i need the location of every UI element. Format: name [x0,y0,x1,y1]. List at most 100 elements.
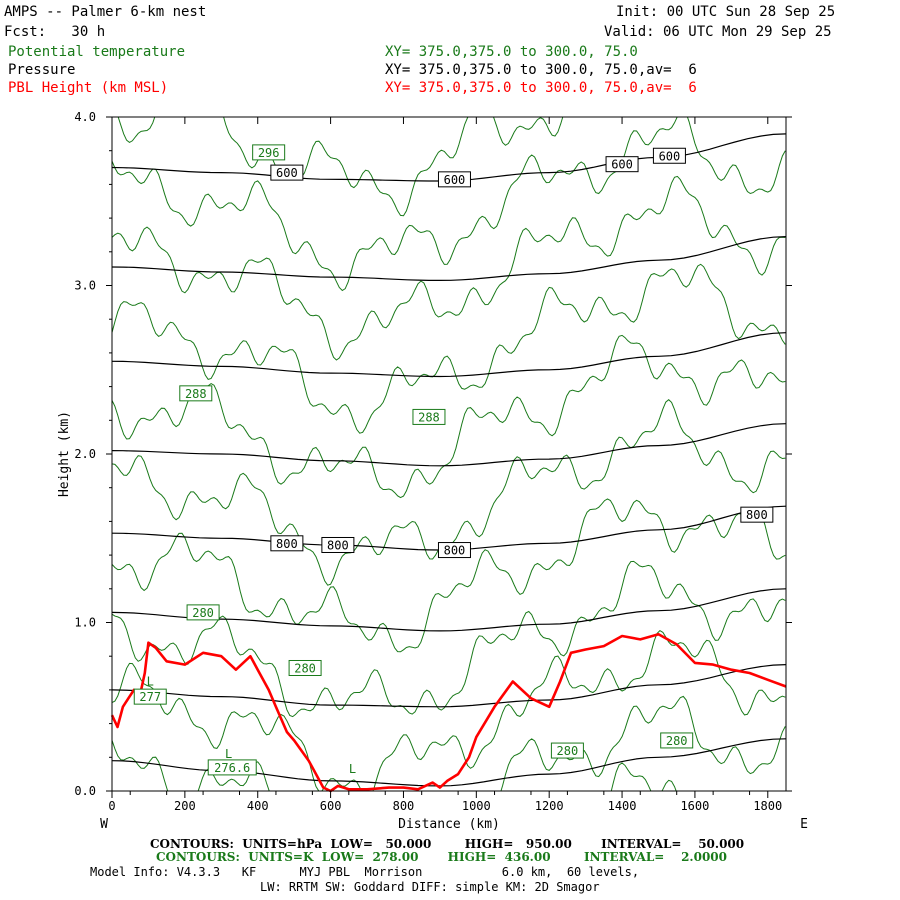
theta-label-7-box [207,759,257,776]
axes: 0 200 400 600 800 1000 1200 1400 1600 1800 0.0 1.0 2… [57,110,808,832]
theta-label-8-box [133,688,167,705]
theta-contour-286 [112,498,786,653]
xy-pbl: XY= 375.0,375.0 to 300.0, 75.0,av= 6 [385,80,697,96]
x-axis-label: Distance (km) [398,817,500,832]
theta-label-4-text: 280 [294,661,316,675]
y-tick-label-3: 3.0 [74,279,96,293]
theta-label-3-box [186,604,220,621]
contour-labels: 600 600 600 600 800 800 800 800 296 288 288 280 280 2… [133,144,774,776]
x-tick-label-1: 200 [174,799,196,813]
x-tick-label-3: 600 [320,799,342,813]
pressure-label-1-text: 600 [444,173,466,187]
theta-contour-294 [112,175,786,361]
theta-label-6-text: 280 [666,734,688,748]
pressure-label-4: 800 [270,535,304,552]
theta-label-8: 277 [133,688,167,705]
pressure-label-5-text: 800 [327,538,349,552]
theta-contour-280 [112,695,786,791]
y-tick-label-1: 1.0 [74,616,96,630]
theta-label-7-text: 276.6 [214,761,250,775]
theta-label-2: 288 [412,408,446,425]
footer-theta-contours: CONTOURS: UNITS=K LOW= 278.00 HIGH= 436.… [156,850,727,864]
x-tick-label-9: 1800 [753,799,782,813]
pressure-label-7-box [740,506,774,523]
theta-label-0-box [252,144,286,161]
theta-label-0: 296 [252,144,286,161]
legend-pbl-height: PBL Height (km MSL) [8,80,169,96]
chart-title: AMPS -- Palmer 6-km nest [4,4,207,20]
theta-label-8-text: 277 [139,690,161,704]
footer-physics-info: LW: RRTM SW: Goddard DIFF: simple KM: 2D… [260,880,600,894]
pressure-label-2-box [605,156,639,173]
west-label: W [100,817,108,832]
theta-contour-292 [112,263,786,434]
xy-theta: XY= 375.0,375.0 to 300.0, 75.0 [385,44,638,60]
theta-label-3: 280 [186,604,220,621]
x-tick-label-5: 1000 [462,799,491,813]
x-tick-label-4: 800 [393,799,415,813]
theta-label-5-box [550,742,584,759]
pressure-label-1-box [437,171,471,188]
theta-label-4: 280 [288,659,322,676]
pressure-label-3-text: 600 [659,149,681,163]
theta-label-5-text: 280 [557,744,579,758]
pressure-label-2: 600 [605,156,639,173]
theta-label-0-text: 296 [258,146,280,160]
x-tick-label-0: 0 [108,799,115,813]
theta-contour-298 [117,117,564,217]
y-tick-label-4: 4.0 [74,110,96,124]
pressure-label-7-text: 800 [746,508,768,522]
pressure-contours [111,133,787,787]
y-tick-label-2: 2.0 [74,447,96,461]
legend-potential-temperature: Potential temperature [8,44,186,60]
theta-label-2-text: 288 [418,410,440,424]
low-marker-2: L [349,762,356,776]
y-axis-label: Height (km) [57,411,72,497]
theta-label-3-text: 280 [192,606,214,620]
theta-label-1-box [179,385,213,402]
theta-label-2-box [412,408,446,425]
east-label: E [800,817,808,832]
pbl-height-line [110,633,787,793]
pressure-contour-700-hpa [111,332,787,378]
pressure-label-7: 800 [740,506,774,523]
forecast-hour: Fcst: 30 h [4,24,106,40]
pressure-label-0-text: 600 [276,166,298,180]
y-tick-label-0: 0.0 [74,784,96,798]
theta-contour-282 [112,629,786,791]
legend-pressure: Pressure [8,62,76,78]
pressure-contour-850-hpa [111,588,787,632]
theta-contour-296 [112,117,786,292]
pressure-label-0: 600 [270,164,304,181]
theta-label-6-box [660,732,694,749]
x-tick-label-2: 400 [247,799,269,813]
pressure-label-4-box [270,535,304,552]
pressure-label-3: 600 [652,147,686,164]
x-tick-label-6: 1200 [535,799,564,813]
theta-label-4-box [288,659,322,676]
theta-contour-278 [610,762,677,791]
pressure-label-5-box [321,536,355,553]
pressure-label-6-box [437,542,471,559]
theta-label-7: 276.6 [207,759,257,776]
low-marker-1: L [225,747,232,761]
pbl-height-series [110,633,787,793]
pressure-label-2-text: 600 [611,158,633,172]
pressure-label-6: 800 [437,542,471,559]
theta-label-1: 288 [179,385,213,402]
x-tick-label-7: 1400 [608,799,637,813]
theta-contour-290 [112,334,786,499]
pressure-contour-900-hpa [111,664,787,708]
pressure-contour-750-hpa [111,423,787,467]
init-time: Init: 00 UTC Sun 28 Sep 25 [616,4,836,20]
theta-label-5: 280 [550,742,584,759]
theta-contour-284 [112,560,786,718]
pressure-label-3-box [652,147,686,164]
pressure-label-6-text: 800 [444,544,466,558]
xy-pressure: XY= 375.0,375.0 to 300.0, 75.0,av= 6 [385,62,697,78]
pressure-label-1: 600 [437,171,471,188]
pressure-label-0-box [270,164,304,181]
footer-pressure-contours: CONTOURS: UNITS=hPa LOW= 50.000 HIGH= 95… [150,837,745,851]
pressure-contour-650-hpa [111,236,787,281]
